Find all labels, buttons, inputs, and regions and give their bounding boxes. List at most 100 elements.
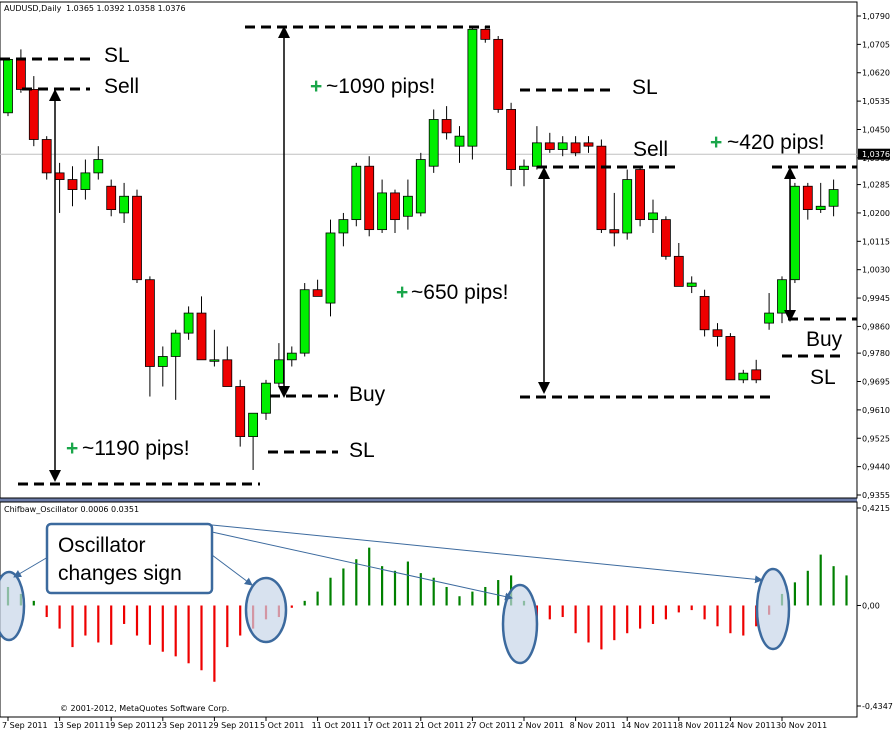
bull-candle-body [532, 142, 542, 167]
bull-candle-body [80, 172, 91, 190]
plus-icon: + [66, 437, 78, 460]
callout-box [45, 522, 214, 595]
price-tick-label: 1,0450 [862, 125, 890, 134]
bear-candle-body [441, 119, 452, 134]
bear-candle-body [144, 279, 155, 367]
bear-candle-body [480, 28, 491, 40]
price-panel-frame [0, 1, 858, 499]
pointer-2 [211, 554, 253, 586]
price-tick-label: 0,9945 [862, 294, 890, 303]
bull-candle-body [454, 135, 465, 147]
price-tick-label: 1,0535 [862, 97, 890, 106]
bear-candle-body [196, 312, 207, 361]
price-tick-label: 0,9860 [862, 322, 890, 331]
oscillator-panel-frame [0, 501, 858, 718]
price-tick-label: 0,9525 [862, 434, 890, 443]
plus-icon: + [310, 75, 322, 98]
sell-label-right: Sell [633, 138, 668, 161]
price-tick-label: 1,0790 [862, 12, 890, 21]
sl-label-right: SL [810, 366, 836, 389]
candle [41, 136, 52, 180]
candle [428, 109, 439, 173]
candle [351, 162, 362, 227]
candle [790, 182, 800, 284]
candle [415, 152, 426, 217]
candle [364, 156, 375, 237]
candle [377, 179, 388, 233]
bull-candle-body [428, 119, 439, 167]
time-tick-label: 5 Oct 2011 [260, 721, 304, 730]
candle [80, 159, 91, 200]
candle [157, 346, 168, 387]
bear-candle-body [609, 229, 620, 234]
gain-label-420: ~420 pips! [727, 131, 825, 154]
candle [596, 139, 607, 233]
bear-candle-body [235, 386, 246, 437]
candle [712, 323, 723, 347]
bear-candle-body [583, 142, 594, 147]
gain-label-1090: ~1090 pips! [326, 75, 435, 98]
bull-candle-body [402, 195, 413, 217]
bull-candle-body [338, 219, 349, 234]
candle [248, 412, 259, 470]
sl-label-top-left: SL [104, 44, 130, 67]
candle [325, 219, 336, 317]
candle [557, 136, 568, 157]
candle [480, 26, 491, 43]
candle [235, 379, 246, 447]
candle [454, 126, 465, 163]
price-tick-label: 1,0620 [862, 69, 890, 78]
time-tick-label: 2 Nov 2011 [518, 721, 564, 730]
pointer-4 [211, 524, 763, 584]
bull-candle-body [261, 382, 271, 414]
bear-candle-body [390, 192, 400, 221]
time-tick-label: 29 Sep 2011 [208, 721, 259, 730]
time-tick-label: 18 Nov 2011 [673, 721, 724, 730]
candle [802, 182, 813, 220]
time-tick-label: 19 Sep 2011 [105, 721, 156, 730]
bear-candle-body [699, 295, 710, 331]
time-tick-label: 14 Nov 2011 [621, 721, 672, 730]
candle [493, 36, 504, 113]
candle [106, 179, 117, 217]
time-tick-label: 23 Sep 2011 [157, 721, 208, 730]
plus-icon: + [710, 131, 722, 154]
price-tick-label: 0,9610 [862, 406, 890, 415]
price-tick-label: 1,0115 [862, 237, 890, 246]
bull-candle-body [93, 159, 104, 174]
candle [519, 159, 529, 187]
time-tick-label: 24 Nov 2011 [724, 721, 775, 730]
callout-pointers [13, 524, 763, 601]
candle [815, 182, 826, 213]
candle [119, 182, 129, 223]
candle [661, 216, 671, 260]
bull-candle-body [790, 185, 800, 281]
candle [93, 146, 104, 180]
candle [144, 276, 155, 397]
callout-line-2: changes sign [58, 562, 182, 585]
candle [390, 189, 400, 233]
candle [402, 179, 413, 230]
bear-candle-body [106, 185, 117, 211]
plus-icon: + [396, 281, 408, 304]
bull-candle-body [815, 205, 826, 211]
bull-candle-body [828, 189, 839, 207]
candle [532, 126, 542, 170]
candle [261, 379, 271, 420]
highlight-ellipse-2 [244, 576, 288, 644]
sign-change-highlights [0, 567, 791, 665]
bull-candle-body [557, 142, 568, 150]
highlight-ellipse-3 [501, 583, 539, 665]
move-arrows [49, 26, 796, 482]
price-tick-label: 1,0285 [862, 181, 890, 190]
bull-candle-body [299, 289, 310, 354]
osc-tick-label: -0,4347 [862, 702, 893, 711]
candle [170, 329, 181, 400]
bear-candle-body [506, 109, 517, 170]
candle [738, 369, 749, 384]
bear-candle-body [751, 369, 762, 381]
bull-candle-body [686, 282, 697, 287]
bull-candle-body [519, 165, 529, 170]
candle [67, 166, 78, 207]
bear-candle-body [570, 142, 581, 154]
